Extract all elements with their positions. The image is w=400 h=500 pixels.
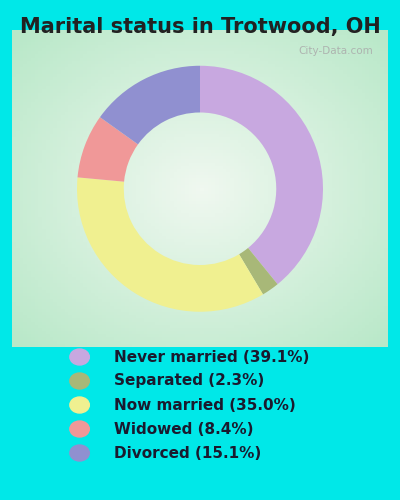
- Wedge shape: [77, 178, 263, 312]
- Circle shape: [70, 349, 89, 365]
- Text: Now married (35.0%): Now married (35.0%): [114, 398, 296, 412]
- Text: Marital status in Trotwood, OH: Marital status in Trotwood, OH: [20, 18, 380, 38]
- Text: Never married (39.1%): Never married (39.1%): [114, 350, 309, 364]
- Circle shape: [70, 397, 89, 413]
- Text: Widowed (8.4%): Widowed (8.4%): [114, 422, 254, 436]
- Wedge shape: [200, 66, 323, 284]
- Text: Separated (2.3%): Separated (2.3%): [114, 374, 264, 388]
- Text: Divorced (15.1%): Divorced (15.1%): [114, 446, 261, 460]
- Circle shape: [70, 445, 89, 461]
- Wedge shape: [78, 117, 138, 182]
- Text: City-Data.com: City-Data.com: [298, 46, 373, 56]
- Wedge shape: [239, 248, 278, 294]
- Wedge shape: [100, 66, 200, 144]
- Circle shape: [70, 421, 89, 437]
- Circle shape: [70, 373, 89, 389]
